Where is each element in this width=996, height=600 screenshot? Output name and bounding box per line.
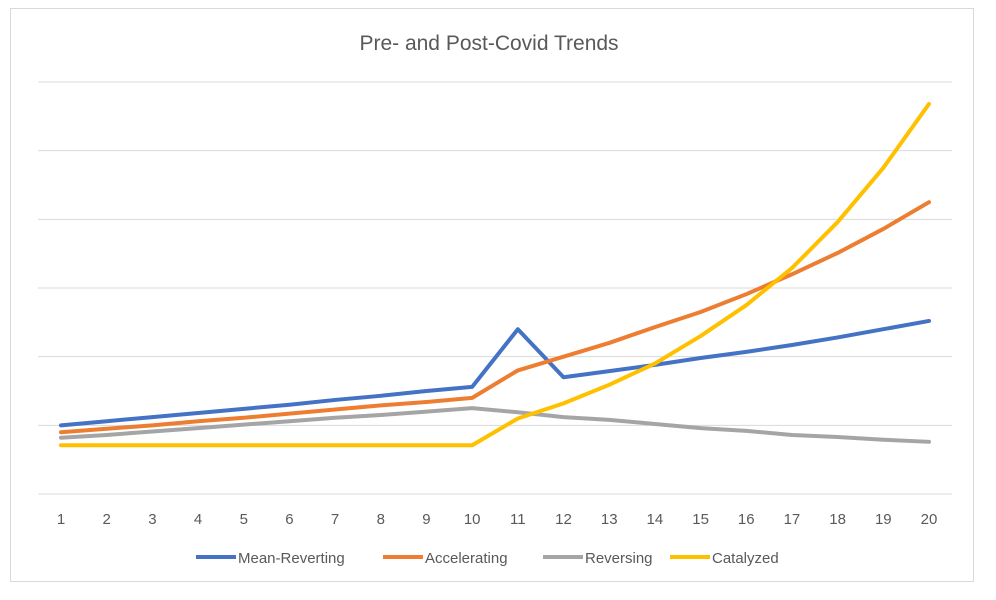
gridlines <box>38 81 952 495</box>
series-line-reversing <box>59 406 931 444</box>
x-tick-label: 6 <box>285 511 293 528</box>
x-tick-label: 18 <box>829 511 846 528</box>
chart-area <box>10 8 974 582</box>
legend-label: Reversing <box>585 550 653 567</box>
x-tick-label: 3 <box>148 511 156 528</box>
x-tick-label: 19 <box>875 511 892 528</box>
x-tick-label: 20 <box>921 511 938 528</box>
legend-item: Catalyzed <box>670 550 779 567</box>
x-tick-label: 4 <box>194 511 202 528</box>
legend-item: Mean-Reverting <box>196 550 345 567</box>
x-tick-label: 14 <box>647 511 664 528</box>
x-tick-label: 11 <box>510 511 526 528</box>
x-tick-label: 17 <box>784 511 801 528</box>
series-line-accelerating <box>59 200 931 435</box>
legend-item: Accelerating <box>383 550 508 567</box>
legend-label: Mean-Reverting <box>238 550 345 567</box>
x-tick-label: 13 <box>601 511 618 528</box>
x-tick-label: 1 <box>57 511 65 528</box>
x-tick-label: 16 <box>738 511 755 528</box>
legend-label: Accelerating <box>425 550 508 567</box>
x-tick-label: 8 <box>377 511 385 528</box>
x-axis-ticks: 1 2 3 4 5 6 7 8 9 10 11 12 13 14 15 16 17 18 19 20 <box>57 511 938 528</box>
x-tick-label: 7 <box>331 511 339 528</box>
x-tick-label: 9 <box>422 511 430 528</box>
x-tick-label: 12 <box>555 511 572 528</box>
x-tick-label: 10 <box>464 511 481 528</box>
x-tick-label: 15 <box>692 511 709 528</box>
x-tick-label: 2 <box>103 511 111 528</box>
chart-title: Pre- and Post-Covid Trends <box>359 32 618 55</box>
x-tick-label: 5 <box>240 511 248 528</box>
legend: Mean-Reverting Accelerating Reversing Catal… <box>196 550 779 567</box>
legend-item: Reversing <box>543 550 653 567</box>
series-line-mean-reverting <box>59 318 931 428</box>
series-lines <box>59 101 931 448</box>
legend-label: Catalyzed <box>712 550 779 567</box>
series-line-catalyzed <box>59 101 931 448</box>
